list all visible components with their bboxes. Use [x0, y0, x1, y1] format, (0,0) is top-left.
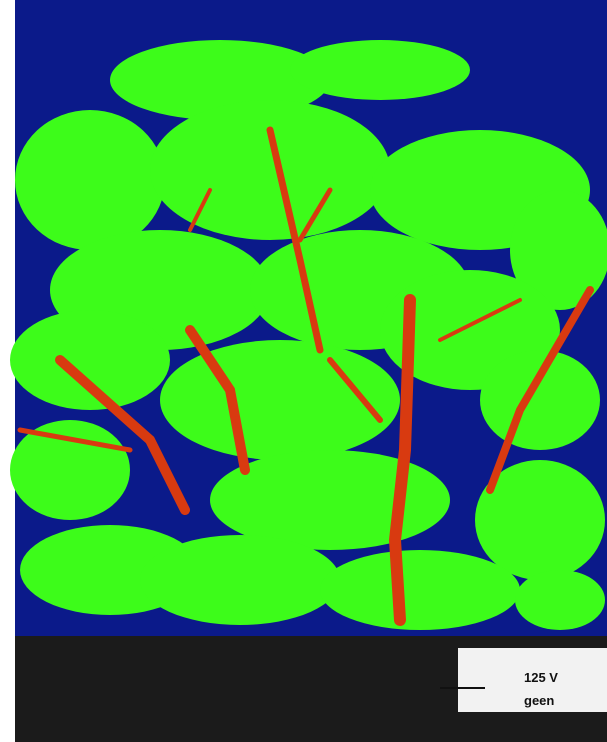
label-line1: 125 V — [524, 670, 558, 685]
stems — [17, 126, 594, 626]
leaves — [10, 40, 607, 630]
label-line2: geen — [524, 693, 554, 708]
label-card — [458, 648, 607, 712]
